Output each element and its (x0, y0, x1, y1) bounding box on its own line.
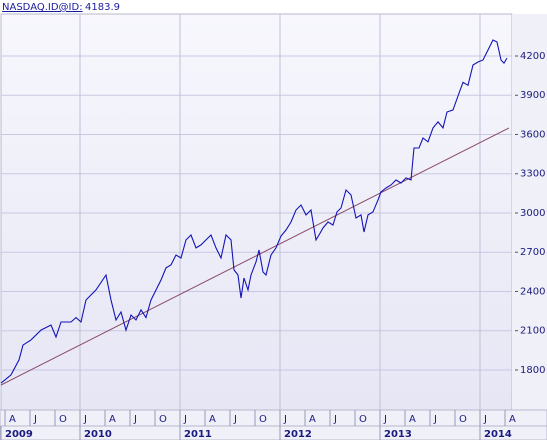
year-label: 2013 (384, 429, 412, 440)
x-tick-label: J (83, 414, 87, 425)
x-tick-label: A (109, 414, 116, 425)
year-label: 2012 (284, 429, 312, 440)
x-tick-label: J (133, 414, 137, 425)
plot-area (0, 13, 513, 411)
y-tick-label: 2400 (520, 286, 545, 297)
trend-line (0, 127, 510, 386)
header-bar (0, 0, 547, 14)
y-tick-label: 3300 (520, 169, 545, 180)
x-tick-label: J (283, 414, 287, 425)
year-label: 2009 (5, 429, 33, 440)
x-tick-label: A (409, 414, 416, 425)
year-label: 2011 (184, 429, 212, 440)
x-tick-label: J (183, 414, 187, 425)
x-tick-label: A (509, 414, 516, 425)
x-tick-label: A (9, 414, 16, 425)
y-tick-label: 2100 (520, 326, 545, 337)
x-tick-label: J (233, 414, 237, 425)
x-tick-label: O (259, 414, 267, 425)
x-tick-label: J (33, 414, 37, 425)
price-line (0, 39, 508, 384)
last-value: 4183.9 (85, 2, 120, 13)
y-tick-label: 4200 (520, 51, 545, 62)
x-tick-label: J (433, 414, 437, 425)
y-tick-label: 3600 (520, 129, 545, 140)
x-tick-label: J (483, 414, 487, 425)
x-tick-label: A (209, 414, 216, 425)
x-tick-label: O (59, 414, 67, 425)
x-tick-label: A (309, 414, 316, 425)
x-tick-label: J (333, 414, 337, 425)
x-tick-label: J (383, 414, 387, 425)
year-label: 2014 (484, 429, 512, 440)
y-axis-area (512, 14, 547, 410)
x-tick-label: O (159, 414, 167, 425)
y-tick-label: 3900 (520, 90, 545, 101)
y-tick-label: 3000 (520, 208, 545, 219)
y-tick-label: 2700 (520, 247, 545, 258)
x-tick-label: O (459, 414, 467, 425)
x-tick-label: O (359, 414, 367, 425)
y-tick-label: 1800 (520, 365, 545, 376)
symbol[interactable]: NASDAQ.ID@ID: (2, 2, 83, 13)
year-label: 2010 (84, 429, 112, 440)
x-axis-area (0, 409, 547, 440)
